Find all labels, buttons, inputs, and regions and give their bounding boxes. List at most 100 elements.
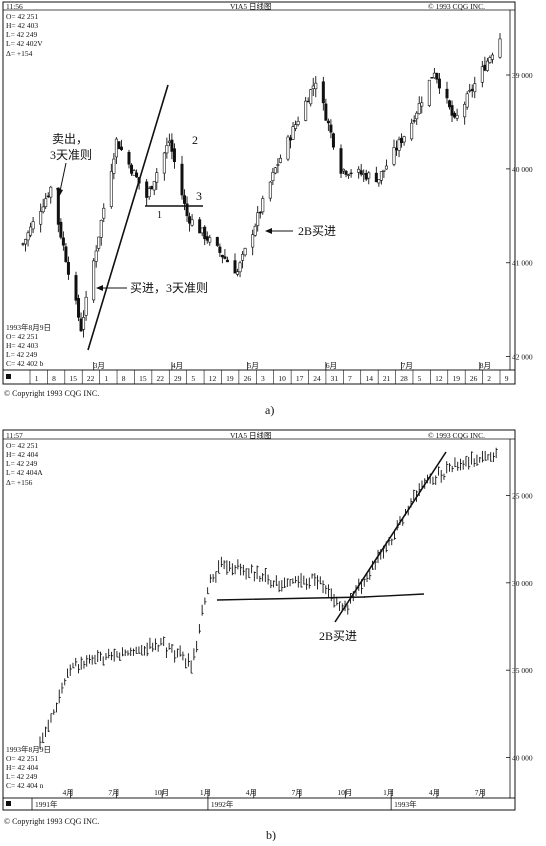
candle-body bbox=[133, 171, 135, 176]
candle-body bbox=[486, 61, 488, 70]
candle-body bbox=[499, 39, 501, 57]
label-2b-buy: 2B买进 bbox=[319, 629, 357, 643]
candle-body bbox=[279, 158, 281, 162]
day-label: 12 bbox=[209, 374, 217, 383]
label-point-3: 3 bbox=[196, 189, 202, 203]
ohlc-line: H= 42 403 bbox=[6, 21, 38, 30]
ohlc-line: H= 42 404 bbox=[6, 763, 38, 772]
candle-body bbox=[173, 149, 175, 162]
candle-body bbox=[438, 79, 440, 88]
candle-body bbox=[221, 255, 223, 257]
candle-body bbox=[148, 189, 150, 197]
candle-body bbox=[431, 77, 433, 78]
candle-body bbox=[433, 73, 435, 78]
candle-body bbox=[304, 101, 306, 120]
candle-body bbox=[274, 168, 276, 173]
candle-body bbox=[163, 153, 165, 173]
candle-body bbox=[219, 247, 221, 253]
candle-body bbox=[198, 220, 200, 233]
month-label: 1月 bbox=[200, 788, 211, 797]
day-label: 1 bbox=[35, 374, 39, 383]
candle-body bbox=[216, 237, 218, 245]
day-label: 26 bbox=[470, 374, 478, 383]
chart-b-copyright-top: © 1993 CQG INC. bbox=[428, 431, 485, 440]
candle-body bbox=[32, 222, 34, 229]
chart-b-title: VIA5 日线图 bbox=[230, 430, 271, 440]
chart-a: 11:56 VIA5 日线图 © 1993 CQG INC. O= 42 251… bbox=[3, 1, 533, 384]
day-label: 24 bbox=[313, 374, 321, 383]
day-label: 19 bbox=[226, 374, 234, 383]
day-label: 22 bbox=[87, 374, 95, 383]
candle-body bbox=[171, 140, 173, 151]
candle-body bbox=[287, 137, 289, 159]
day-label: 21 bbox=[383, 374, 391, 383]
chart-b-month-labels: 4月 7月 10月 1月 4月 7月 10月 1月 4月 7月 bbox=[63, 788, 486, 798]
arrow-2b-head bbox=[265, 228, 272, 234]
candle-body bbox=[201, 228, 203, 233]
day-label: 7 bbox=[348, 374, 352, 383]
day-label: 9 bbox=[505, 374, 509, 383]
day-label: 8 bbox=[52, 374, 56, 383]
day-label: 19 bbox=[452, 374, 460, 383]
day-label: 1 bbox=[104, 374, 108, 383]
day-label: 28 bbox=[400, 374, 408, 383]
candle-body bbox=[24, 239, 26, 244]
trendline-up bbox=[88, 85, 168, 350]
candle-body bbox=[262, 199, 264, 212]
candle-body bbox=[153, 182, 155, 190]
candle-body bbox=[365, 173, 367, 179]
chart-b-ohlc-top: O= 42 251 H= 42 404 L= 42 249 L= 42 404A… bbox=[6, 441, 43, 487]
ohlc-line: 1993年8月9日 bbox=[6, 322, 51, 332]
candle-body bbox=[491, 55, 493, 59]
ohlc-line: L= 42 402V bbox=[6, 39, 43, 48]
candle-body bbox=[92, 261, 94, 300]
candle-body bbox=[272, 172, 274, 180]
candle-body bbox=[45, 199, 47, 207]
candle-body bbox=[168, 141, 170, 143]
day-label: 26 bbox=[244, 374, 252, 383]
ohlc-line: O= 42 251 bbox=[6, 441, 38, 450]
candle-body bbox=[244, 248, 246, 255]
day-label: 12 bbox=[435, 374, 443, 383]
candle-body bbox=[325, 104, 327, 120]
candle-body bbox=[322, 82, 324, 103]
chart-b: 11:57 VIA5 日线图 © 1993 CQG INC. O= 42 251… bbox=[3, 430, 533, 810]
day-label: 14 bbox=[365, 374, 373, 383]
candle-body bbox=[95, 251, 97, 262]
month-label: 7月 bbox=[475, 788, 486, 797]
candle-body bbox=[312, 86, 314, 89]
candle-body bbox=[98, 237, 100, 248]
candle-body bbox=[292, 127, 294, 140]
candle-body bbox=[47, 196, 49, 197]
ohlc-line: C= 42 404 n bbox=[6, 781, 44, 790]
chart-b-annotations: 2B买进 bbox=[217, 452, 446, 643]
candle-body bbox=[393, 147, 395, 164]
month-label: 10月 bbox=[154, 788, 169, 797]
trendline-up bbox=[335, 452, 446, 622]
candle-body bbox=[118, 142, 120, 149]
candle-body bbox=[357, 169, 359, 172]
month-label: 6月 bbox=[326, 361, 337, 370]
candle-body bbox=[451, 105, 453, 115]
candle-body bbox=[254, 226, 256, 235]
chart-a-time: 11:56 bbox=[6, 2, 23, 11]
support-line-right bbox=[364, 594, 424, 597]
label-point-2: 2 bbox=[192, 133, 198, 147]
candle-body bbox=[257, 213, 259, 226]
candle-body bbox=[277, 165, 279, 166]
day-label: 22 bbox=[157, 374, 165, 383]
candle-body bbox=[130, 165, 132, 173]
ohlc-line: L= 42 249 bbox=[6, 772, 38, 781]
month-label: 7月 bbox=[108, 788, 119, 797]
y-tick-label: 40 000 bbox=[512, 754, 533, 763]
candle-body bbox=[259, 212, 261, 213]
candle-body bbox=[241, 254, 243, 260]
chart-b-corner-marker bbox=[6, 801, 11, 806]
candle-body bbox=[403, 137, 405, 142]
month-label: 4月 bbox=[246, 788, 257, 797]
chart-a-copyright-bottom: © Copyright 1993 CQG INC. bbox=[4, 389, 99, 398]
candle-body bbox=[236, 272, 238, 275]
ohlc-line: Δ= +156 bbox=[6, 478, 33, 487]
candle-body bbox=[135, 173, 137, 177]
candle-body bbox=[85, 297, 87, 315]
